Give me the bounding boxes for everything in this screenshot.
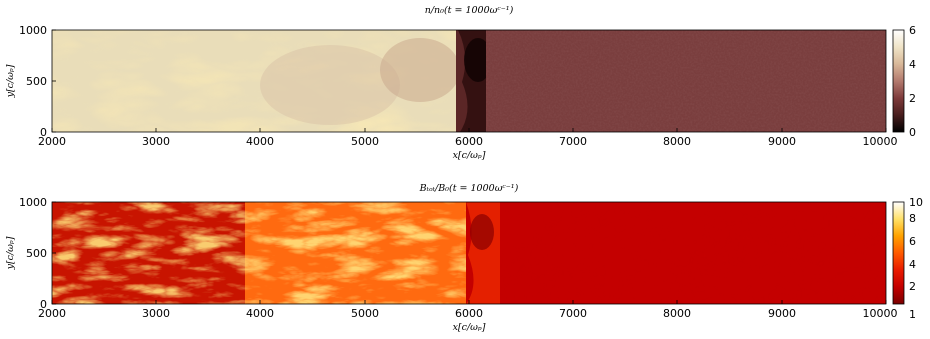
density-y-tick: 0 [40,126,47,139]
density-x-tick: 8000 [663,135,691,148]
bfield-y-label: y[c/ωₚ] [5,236,16,270]
density-x-axis: 2000 3000 4000 5000 6000 7000 8000 9000 … [38,128,898,161]
bfield-cbar-tick: 1 [909,308,916,321]
bfield-panel: Bₜₒₜ/B₀(t = 1000ωᶜ⁻¹) 0 500 1000 y[c/ωₚ] [5,183,923,333]
density-x-tick: 5000 [351,135,379,148]
density-y-axis: 0 500 1000 y[c/ωₚ] [5,24,56,139]
density-cbar-tick: 2 [909,92,916,105]
density-x-tick: 9000 [768,135,796,148]
density-x-tick: 3000 [142,135,170,148]
bfield-cbar-tick: 8 [909,212,916,225]
density-cbar-tick: 6 [909,24,916,37]
bfield-colorbar: 1 2 4 6 8 10 [892,196,923,321]
bfield-y-axis: 0 500 1000 y[c/ωₚ] [5,196,56,311]
bfield-x-tick: 7000 [559,307,587,320]
bfield-heatmap [52,202,886,304]
density-y-tick: 1000 [19,24,47,37]
bfield-x-tick: 9000 [768,307,796,320]
density-y-tick: 500 [26,75,47,88]
bfield-x-tick: 5000 [351,307,379,320]
density-panel: n/n₀(t = 1000ωᶜ⁻¹) 0 500 1000 y[c/ωₚ] [5,5,916,161]
bfield-x-label: x[c/ωₚ] [453,322,486,333]
bfield-cbar-tick: 10 [909,196,923,209]
density-x-tick: 4000 [246,135,274,148]
bfield-x-tick: 2000 [38,307,66,320]
density-colorbar: 0 2 4 6 [892,24,916,139]
bfield-y-tick: 0 [40,298,47,311]
density-x-tick: 10000 [863,135,898,148]
bfield-x-axis: 2000 3000 4000 5000 6000 7000 8000 9000 … [38,300,898,333]
bfield-x-tick: 8000 [663,307,691,320]
density-cbar-tick: 0 [909,126,916,139]
bfield-x-tick: 3000 [142,307,170,320]
density-title: n/n₀(t = 1000ωᶜ⁻¹) [425,5,514,16]
density-cbar-tick: 4 [909,58,916,71]
bfield-y-tick: 1000 [19,196,47,209]
bfield-title: Bₜₒₜ/B₀(t = 1000ωᶜ⁻¹) [419,183,519,194]
bfield-cbar-tick: 6 [909,235,916,248]
bfield-x-tick: 4000 [246,307,274,320]
bfield-cbar-tick: 2 [909,280,916,293]
bfield-y-tick: 500 [26,247,47,260]
density-y-label: y[c/ωₚ] [5,64,16,98]
density-x-tick: 7000 [559,135,587,148]
bfield-x-tick: 10000 [863,307,898,320]
density-x-tick: 6000 [455,135,483,148]
density-x-label: x[c/ωₚ] [453,150,486,161]
density-heatmap [52,30,886,132]
bfield-cbar-tick: 4 [909,258,916,271]
density-x-tick: 2000 [38,135,66,148]
bfield-x-tick: 6000 [455,307,483,320]
